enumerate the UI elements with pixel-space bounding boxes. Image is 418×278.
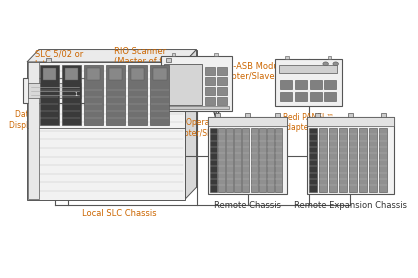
Bar	[205, 77, 215, 85]
Bar	[310, 92, 321, 101]
Polygon shape	[27, 49, 196, 62]
Text: 1747-ASB Module
(Adapter/Slave): 1747-ASB Module (Adapter/Slave)	[212, 62, 287, 81]
Bar	[308, 128, 317, 192]
Bar	[279, 65, 337, 73]
Bar	[215, 113, 220, 117]
Text: RIO Scanner
(Master of the RIO Link): RIO Scanner (Master of the RIO Link)	[114, 47, 214, 66]
Bar	[210, 128, 217, 192]
Text: Remote Chassis: Remote Chassis	[214, 201, 281, 210]
Bar	[324, 92, 336, 101]
Bar	[275, 113, 280, 117]
Circle shape	[333, 62, 339, 66]
Text: SLC 5/02 or
later processor: SLC 5/02 or later processor	[35, 49, 98, 69]
Bar	[217, 68, 227, 75]
Bar	[285, 56, 289, 59]
Bar	[307, 117, 394, 194]
Polygon shape	[27, 62, 185, 200]
Bar	[84, 65, 103, 125]
Bar	[324, 80, 336, 89]
Bar	[315, 113, 320, 117]
Bar	[329, 128, 337, 192]
Bar	[205, 97, 215, 105]
Bar	[242, 128, 250, 192]
Text: Remote Expansion Chassis: Remote Expansion Chassis	[294, 201, 407, 210]
Bar	[87, 68, 100, 80]
Text: Local SLC Chassis: Local SLC Chassis	[82, 209, 157, 218]
Bar	[161, 56, 232, 111]
Bar	[23, 78, 86, 103]
Text: 1: 1	[74, 93, 77, 98]
Bar	[307, 117, 394, 126]
Bar	[295, 92, 307, 101]
Bar	[166, 58, 171, 62]
Bar	[310, 80, 321, 89]
Bar	[46, 58, 51, 62]
Bar	[280, 92, 292, 101]
Bar	[349, 128, 357, 192]
Bar	[205, 68, 215, 75]
Bar	[369, 128, 377, 192]
Circle shape	[323, 62, 329, 66]
Bar	[217, 77, 227, 85]
Bar	[128, 65, 148, 125]
Bar	[62, 65, 81, 125]
Bar	[40, 65, 59, 125]
Bar	[43, 68, 56, 80]
Bar	[379, 128, 387, 192]
Bar	[359, 128, 367, 192]
Bar	[381, 113, 385, 117]
Bar	[251, 128, 257, 192]
Bar	[218, 128, 225, 192]
Bar	[131, 68, 145, 80]
Bar	[328, 56, 331, 59]
Bar	[28, 63, 39, 199]
Bar	[208, 117, 287, 126]
Bar	[28, 83, 81, 98]
Bar	[275, 128, 282, 192]
Bar	[245, 113, 250, 117]
Bar	[339, 128, 347, 192]
Bar	[150, 65, 169, 125]
Bar	[208, 117, 287, 194]
Bar	[106, 65, 125, 125]
Text: PanelView™ Operator Terminal
(Adapter/Slave): PanelView™ Operator Terminal (Adapter/Sl…	[138, 118, 256, 138]
Bar	[217, 97, 227, 105]
Text: Redi PANEL™
(Adapter/Slave): Redi PANEL™ (Adapter/Slave)	[279, 113, 339, 132]
Text: Dataliner™ Message
Display (Adapter/Slave): Dataliner™ Message Display (Adapter/Slav…	[9, 110, 100, 130]
Bar	[348, 113, 353, 117]
Polygon shape	[185, 49, 196, 200]
Bar	[280, 80, 292, 89]
Bar	[214, 53, 218, 56]
Bar	[319, 128, 327, 192]
Bar	[205, 87, 215, 95]
Bar	[65, 68, 78, 80]
Bar	[164, 106, 229, 109]
Bar	[295, 80, 307, 89]
Bar	[172, 53, 175, 56]
Polygon shape	[39, 49, 196, 187]
Bar	[259, 128, 266, 192]
Bar	[153, 68, 167, 80]
Bar	[109, 68, 122, 80]
Bar	[267, 128, 274, 192]
Bar	[164, 64, 201, 105]
Bar	[234, 128, 241, 192]
Bar	[217, 87, 227, 95]
Bar	[226, 128, 233, 192]
Bar	[275, 59, 342, 106]
